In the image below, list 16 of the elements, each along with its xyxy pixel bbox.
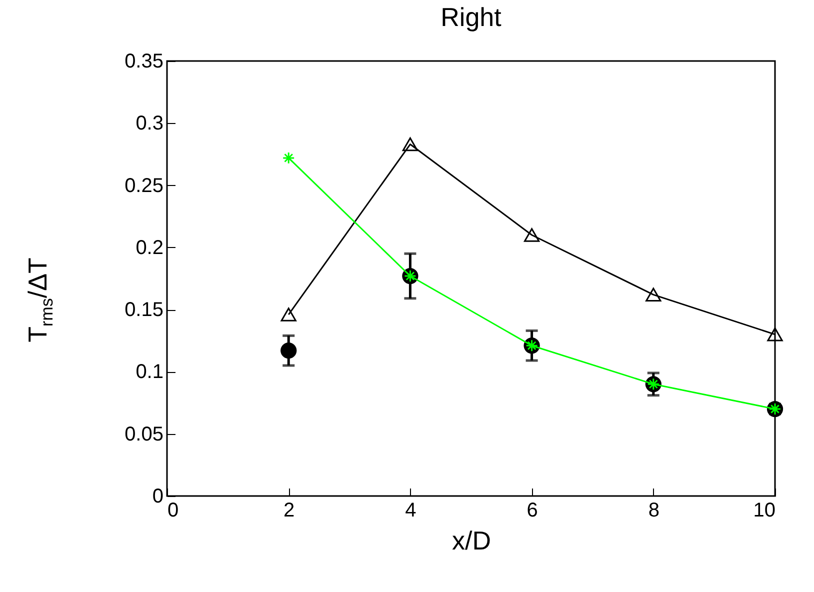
x-tick-label: 0 bbox=[168, 500, 179, 522]
x-axis-title: x/D bbox=[452, 526, 491, 556]
x-tick-label: 8 bbox=[648, 500, 660, 522]
y-tick-label: 0 bbox=[152, 486, 164, 508]
y-tick-label: 0.35 bbox=[124, 50, 164, 72]
x-tick-label: 2 bbox=[284, 500, 295, 522]
chart-title: Right bbox=[440, 2, 502, 32]
y-tick-label: 0.2 bbox=[136, 236, 164, 259]
y-tick-label: 0.05 bbox=[124, 423, 164, 446]
x-tick-label: 4 bbox=[405, 500, 416, 522]
x-tick-label: 10 bbox=[753, 500, 776, 522]
x-tick-label: 6 bbox=[526, 500, 538, 522]
y-tick-label: 0.3 bbox=[136, 112, 164, 135]
y-tick-label: 0.25 bbox=[124, 174, 164, 197]
y-tick-label: 0.15 bbox=[124, 299, 164, 322]
y-tick-label: 0.1 bbox=[136, 361, 164, 384]
